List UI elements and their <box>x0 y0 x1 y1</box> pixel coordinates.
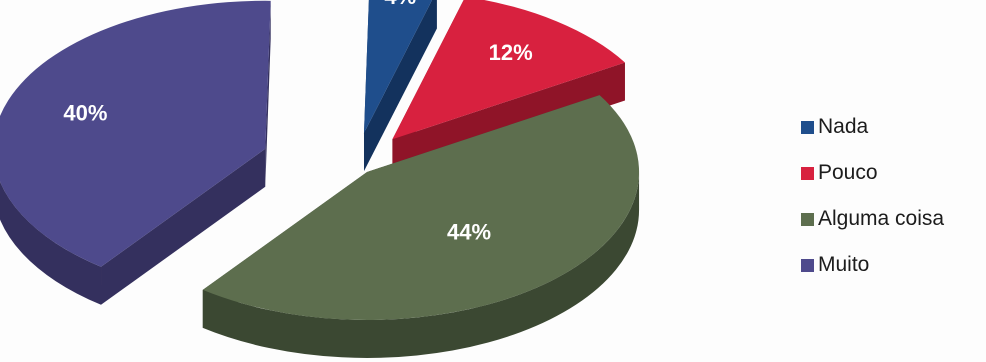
legend-swatch-nada <box>801 120 814 134</box>
chart-legend: Nada Pouco Alguma coisa Muito <box>801 115 986 300</box>
pie-slice-top-muito <box>0 0 271 267</box>
legend-label-muito: Muito <box>818 253 870 276</box>
legend-label-nada: Nada <box>818 115 869 138</box>
pie-slice-top-alguma-coisa <box>202 95 640 320</box>
data-label-muito: 40% <box>63 101 107 126</box>
legend-item-nada: Nada <box>801 115 986 138</box>
data-label-nada: 4% <box>384 0 416 9</box>
legend-label-pouco: Pouco <box>818 161 878 184</box>
pie-slice-alguma-coisa <box>202 95 640 358</box>
pie-slice-top-nada <box>363 0 433 134</box>
legend-swatch-pouco <box>801 166 814 180</box>
pie-slice-side-alguma-coisa <box>202 171 640 358</box>
pie-slice-top-pouco <box>392 0 625 140</box>
legend-swatch-alguma-coisa <box>801 212 814 226</box>
legend-label-alguma-coisa: Alguma coisa <box>818 207 945 230</box>
legend-item-muito: Muito <box>801 253 986 276</box>
pie-slice-nada <box>363 0 437 172</box>
legend-item-alguma-coisa: Alguma coisa <box>801 207 986 230</box>
data-label-alguma-coisa: 44% <box>447 219 491 244</box>
pie-slice-muito <box>0 0 271 305</box>
data-label-pouco: 12% <box>489 40 533 65</box>
legend-swatch-muito <box>801 258 814 272</box>
pie-slice-cut-face-muito-0 <box>101 148 266 305</box>
pie-slice-cut-face-muito-1 <box>265 0 271 187</box>
legend-item-pouco: Pouco <box>801 161 986 184</box>
pie-slice-cut-face-nada-1 <box>363 0 437 172</box>
pie-slice-side-muito <box>0 181 102 305</box>
